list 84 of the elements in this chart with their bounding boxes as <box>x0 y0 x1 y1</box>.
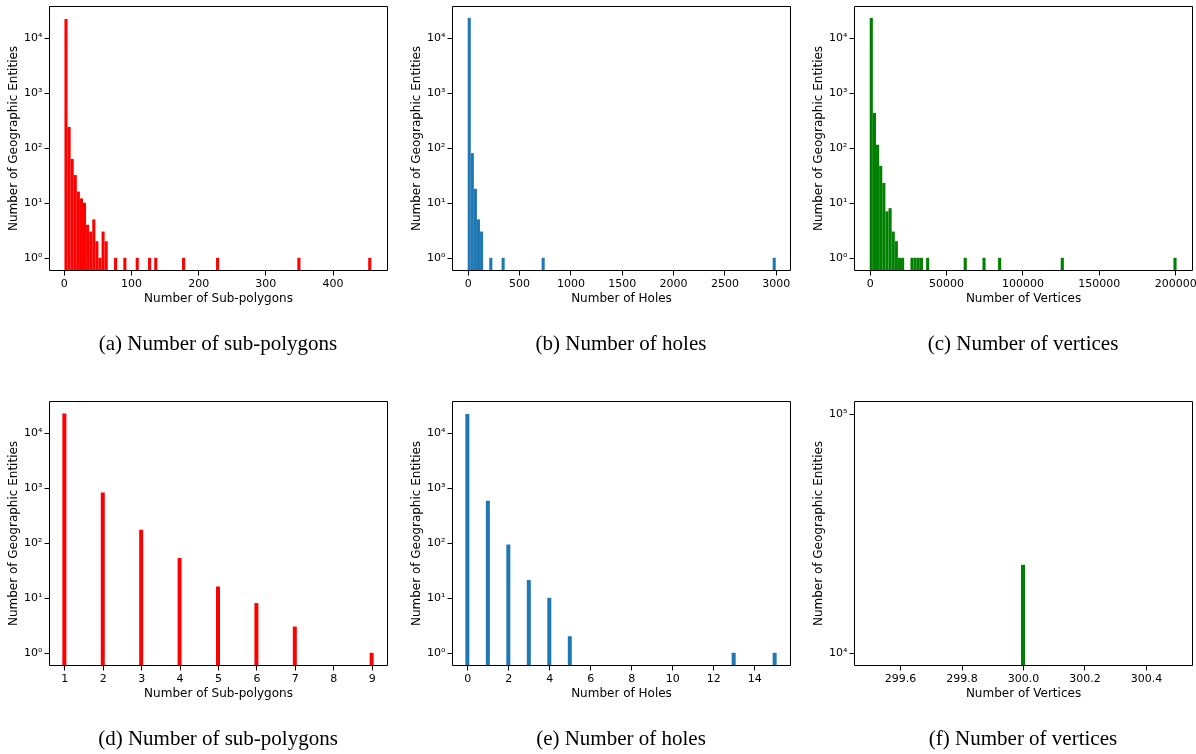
y-tick-label: 10¹ <box>427 196 446 210</box>
y-tick-label: 10³ <box>427 481 446 495</box>
x-tick-label: 400 <box>322 276 344 290</box>
x-tick-label: 1500 <box>608 276 637 290</box>
x-tick-label: 2500 <box>710 276 739 290</box>
x-tick-label: 6 <box>587 671 595 685</box>
x-tick-label: 100000 <box>1001 276 1044 290</box>
y-tick-label: 10⁰ <box>829 251 849 265</box>
y-tick-label: 10⁴ <box>24 31 44 45</box>
x-tick-label: 5 <box>215 671 222 685</box>
y-tick-label: 10¹ <box>427 591 446 605</box>
text: (f) Number of vertices <box>927 726 1119 750</box>
y-tick-label: 10⁴ <box>427 426 447 440</box>
y-tick-label: 10⁰ <box>24 251 44 265</box>
x-tick-label: 1 <box>61 671 69 685</box>
x-tick-label: 14 <box>747 671 762 685</box>
x-tick-label: 4 <box>176 671 184 685</box>
x-axis-title: Number of Sub-polygons <box>144 685 293 700</box>
y-axis-title: Number of Geographic Entities <box>6 45 21 232</box>
x-axis-title: Number of Holes <box>571 685 672 700</box>
y-tick-label: 10² <box>427 536 446 550</box>
x-tick-label: 8 <box>330 671 338 685</box>
y-axis-title: Number of Geographic Entities <box>811 440 826 627</box>
y-tick-label: 10⁵ <box>829 407 848 421</box>
y-tick-label: 10⁴ <box>427 31 447 45</box>
y-tick-label: 10⁰ <box>427 646 447 660</box>
x-tick-label: 3000 <box>762 276 791 290</box>
y-axis-title: Number of Geographic Entities <box>6 440 21 627</box>
text: (b) Number of holes <box>534 331 708 355</box>
y-tick-label: 10¹ <box>24 591 43 605</box>
y-tick-label: 10³ <box>427 86 446 100</box>
y-axis-title: Number of Geographic Entities <box>409 45 424 232</box>
x-tick-label: 500 <box>509 276 531 290</box>
x-tick-label: 50000 <box>929 276 965 290</box>
x-tick-label: 2000 <box>659 276 688 290</box>
y-tick-label: 10³ <box>24 481 43 495</box>
x-tick-label: 300.4 <box>1130 671 1163 685</box>
y-tick-label: 10⁰ <box>427 251 447 265</box>
x-tick-label: 4 <box>546 671 554 685</box>
x-tick-label: 0 <box>60 276 68 290</box>
text: (c) Number of vertices <box>926 331 1120 355</box>
x-tick-label: 200000 <box>1154 276 1196 290</box>
y-tick-label: 10⁴ <box>829 31 849 45</box>
x-tick-label: 2 <box>505 671 513 685</box>
text: (a) Number of sub-polygons <box>97 331 339 355</box>
x-tick-label: 300 <box>255 276 277 290</box>
x-tick-label: 0 <box>464 671 472 685</box>
text: (e) Number of holes <box>535 726 707 750</box>
y-tick-label: 10² <box>829 141 848 155</box>
y-tick-label: 10³ <box>829 86 848 100</box>
text: (d) Number of sub-polygons <box>97 726 339 750</box>
x-axis-title: Number of Sub-polygons <box>144 290 293 305</box>
y-tick-label: 10¹ <box>829 196 848 210</box>
x-axis-title: Number of Holes <box>571 290 672 305</box>
y-tick-label: 10⁴ <box>829 646 849 660</box>
y-tick-label: 10⁰ <box>24 646 44 660</box>
y-axis-title: Number of Geographic Entities <box>409 440 424 627</box>
x-tick-label: 0 <box>866 276 874 290</box>
x-tick-label: 6 <box>253 671 261 685</box>
x-tick-label: 7 <box>291 671 299 685</box>
y-tick-label: 10³ <box>24 86 43 100</box>
x-tick-label: 2 <box>99 671 107 685</box>
x-tick-label: 300.0 <box>1007 671 1040 685</box>
y-tick-label: 10² <box>24 141 43 155</box>
x-tick-label: 12 <box>706 671 721 685</box>
x-tick-label: 9 <box>368 671 376 685</box>
x-tick-label: 1000 <box>556 276 585 290</box>
x-axis-title: Number of Vertices <box>965 685 1082 700</box>
x-tick-label: 100 <box>120 276 142 290</box>
y-tick-label: 10¹ <box>24 196 43 210</box>
y-tick-label: 10⁴ <box>24 426 44 440</box>
x-tick-label: 299.6 <box>884 671 917 685</box>
y-axis-title: Number of Geographic Entities <box>811 45 826 232</box>
x-axis-title: Number of Vertices <box>965 290 1082 305</box>
x-tick-label: 200 <box>188 276 210 290</box>
x-tick-label: 0 <box>464 276 472 290</box>
x-tick-label: 299.8 <box>946 671 978 685</box>
y-tick-label: 10² <box>427 141 446 155</box>
x-tick-label: 8 <box>628 671 636 685</box>
x-tick-label: 300.2 <box>1069 671 1101 685</box>
x-tick-label: 10 <box>665 671 680 685</box>
x-tick-label: 150000 <box>1078 276 1121 290</box>
y-tick-label: 10² <box>24 536 43 550</box>
x-tick-label: 3 <box>138 671 146 685</box>
